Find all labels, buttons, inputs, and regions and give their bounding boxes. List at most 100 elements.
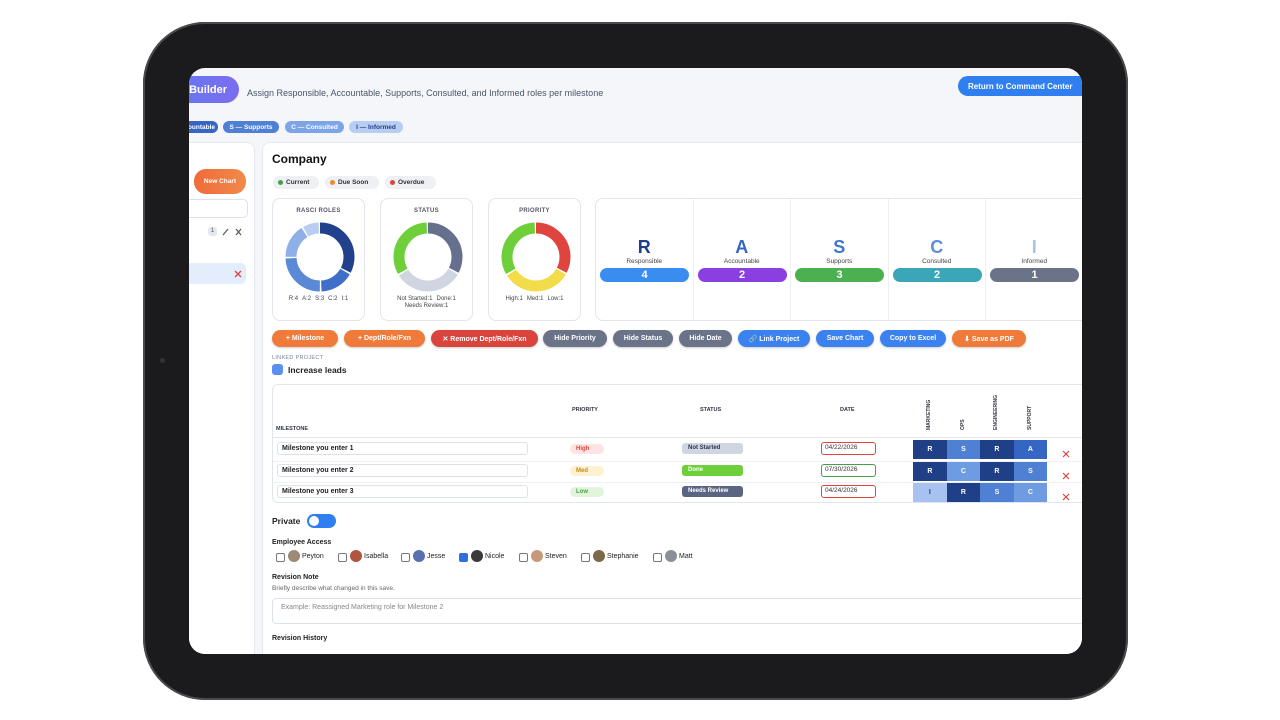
private-label: Private	[272, 516, 301, 526]
new-chart-button[interactable]: New Chart	[194, 169, 246, 194]
action-button[interactable]: Hide Date	[679, 330, 732, 347]
department-header: MARKETING	[926, 399, 932, 430]
action-button[interactable]: + Milestone	[272, 330, 338, 347]
employee-avatar	[471, 550, 483, 562]
role-cell[interactable]: S	[980, 483, 1014, 502]
action-button[interactable]: 🔗 Link Project	[738, 330, 810, 347]
status-legend-label: Due Soon	[338, 179, 369, 186]
return-button[interactable]: Return to Command Center	[958, 76, 1082, 96]
donut-label: Med:1	[526, 296, 544, 302]
linked-project-name: Increase leads	[288, 365, 347, 375]
toggle-knob	[309, 516, 319, 526]
revision-help: Briefly describe what changed in this sa…	[272, 585, 395, 592]
selected-chart-row[interactable]	[189, 263, 246, 284]
search-input[interactable]	[189, 199, 248, 218]
date-input[interactable]: 07/30/2026	[821, 463, 876, 477]
employee-checkbox[interactable]	[338, 553, 347, 562]
status-select[interactable]: Done	[682, 464, 743, 476]
donut-label: Not Started:1	[397, 296, 433, 302]
status-legend-label: Overdue	[398, 179, 425, 186]
employee-checkbox[interactable]	[459, 553, 468, 562]
delete-icon[interactable]	[1062, 493, 1070, 501]
action-button[interactable]: + Dept/Role/Fxn	[344, 330, 425, 347]
donut-label: Done:1	[436, 296, 456, 302]
action-button[interactable]: Hide Status	[613, 330, 673, 347]
status-dot	[278, 180, 283, 185]
employee-checkbox[interactable]	[581, 553, 590, 562]
donut-chart	[285, 222, 355, 292]
delete-icon[interactable]	[1062, 450, 1070, 458]
milestone-input[interactable]: Milestone you enter 3	[277, 485, 528, 498]
status-legend-label: Current	[286, 179, 310, 186]
rasci-count: 2	[697, 268, 787, 282]
role-cell[interactable]: R	[913, 461, 947, 481]
role-cell[interactable]: C	[1013, 483, 1048, 502]
role-cell[interactable]: A	[1013, 440, 1048, 459]
role-cell[interactable]: R	[980, 440, 1014, 459]
action-button[interactable]: Copy to Excel	[880, 330, 946, 347]
donut-label: Low:1	[547, 296, 564, 302]
role-cell[interactable]: R	[913, 440, 947, 459]
date-input[interactable]: 04/22/2026	[821, 442, 876, 455]
rasci-name: Informed	[1021, 258, 1048, 265]
employee-checkbox[interactable]	[519, 553, 528, 562]
rasci-name: Accountable	[723, 258, 760, 265]
role-cell[interactable]: R	[980, 461, 1014, 481]
donut-card: PRIORITY High:1 Med:1 Low:1	[488, 198, 581, 321]
action-button[interactable]: Save Chart	[816, 330, 874, 347]
donut-segment	[501, 222, 571, 292]
rasci-card: R Responsible 4	[596, 199, 694, 320]
employee-name: Peyton	[302, 553, 324, 560]
revision-input[interactable]: Example: Reassigned Marketing role for M…	[272, 598, 1082, 624]
count-badge: 1	[208, 227, 217, 236]
donut-segment	[501, 222, 571, 292]
donut-label: S:3	[315, 296, 325, 302]
donut-segment	[285, 222, 355, 292]
rasci-card: S Supports 3	[791, 199, 889, 320]
delete-icon[interactable]	[233, 269, 243, 279]
employee-checkbox[interactable]	[276, 553, 285, 562]
row-divider	[273, 482, 1082, 483]
milestone-input[interactable]: Milestone you enter 2	[277, 463, 528, 477]
row-delete[interactable]	[1062, 467, 1070, 485]
rasci-letter: C	[930, 237, 944, 257]
rasci-name: Supports	[826, 258, 853, 265]
status-dot	[330, 180, 335, 185]
table-header: MILESTONE	[276, 426, 308, 432]
action-button[interactable]: ⬇ Save as PDF	[952, 330, 1026, 347]
row-delete[interactable]	[1062, 445, 1070, 463]
role-cell[interactable]: C	[946, 461, 981, 481]
priority-select[interactable]: Med	[570, 465, 604, 476]
donut-labels: Not Started:1 Done:1 Needs Review:1	[387, 296, 466, 309]
role-cell[interactable]: R	[946, 483, 981, 502]
delete-icon[interactable]	[1062, 472, 1070, 480]
action-button[interactable]: Hide Priority	[543, 330, 607, 347]
status-select[interactable]: Needs Review	[682, 486, 743, 497]
status-select[interactable]: Not Started	[682, 443, 743, 454]
private-toggle[interactable]	[307, 514, 336, 528]
action-button[interactable]: ✕ Remove Dept/Role/Fxn	[431, 330, 538, 347]
employee-access-label: Employee Access	[272, 539, 332, 546]
priority-select[interactable]: Low	[570, 487, 604, 497]
employee-checkbox[interactable]	[653, 553, 662, 562]
status-legend-chip: Current	[273, 176, 319, 189]
priority-select[interactable]: High	[570, 444, 604, 454]
employee-name: Matt	[679, 553, 693, 560]
milestone-input[interactable]: Milestone you enter 1	[277, 442, 528, 455]
app-title: Builder	[189, 76, 239, 103]
employee-checkbox[interactable]	[401, 553, 410, 562]
donut-label: R:4	[288, 296, 299, 302]
row-delete[interactable]	[1062, 488, 1070, 506]
date-input[interactable]: 04/24/2026	[821, 485, 876, 498]
row-divider	[273, 460, 1082, 462]
role-cell[interactable]: S	[1013, 461, 1048, 481]
donut-label: Needs Review:1	[404, 303, 449, 309]
sidebar: New Chart 1	[189, 142, 255, 654]
donut-label: A:2	[302, 296, 312, 302]
employee-avatar	[350, 550, 362, 562]
donut-chart	[393, 222, 463, 292]
role-cell[interactable]: S	[946, 440, 981, 459]
revision-note-label: Revision Note	[272, 574, 319, 581]
role-cell[interactable]: I	[913, 483, 947, 502]
